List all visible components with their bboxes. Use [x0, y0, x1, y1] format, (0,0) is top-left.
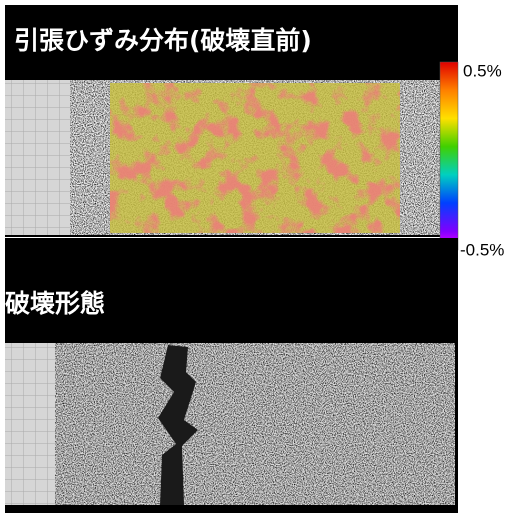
panel-title: 引張ひずみ分布(破壊直前): [14, 26, 312, 55]
grid-paper: [5, 343, 55, 505]
colorbar-max: 0.5%: [463, 61, 502, 80]
figure: 引張ひずみ分布(破壊直前) 0.5% -0.5% 破壊形態: [0, 0, 523, 516]
grid-paper: [5, 80, 70, 235]
colorbar-min: -0.5%: [460, 240, 504, 259]
strain-hotspots: [110, 83, 400, 233]
speckle-pattern: [55, 343, 455, 505]
panel-title: 破壊形態: [5, 289, 105, 318]
colorbar: [440, 62, 458, 250]
